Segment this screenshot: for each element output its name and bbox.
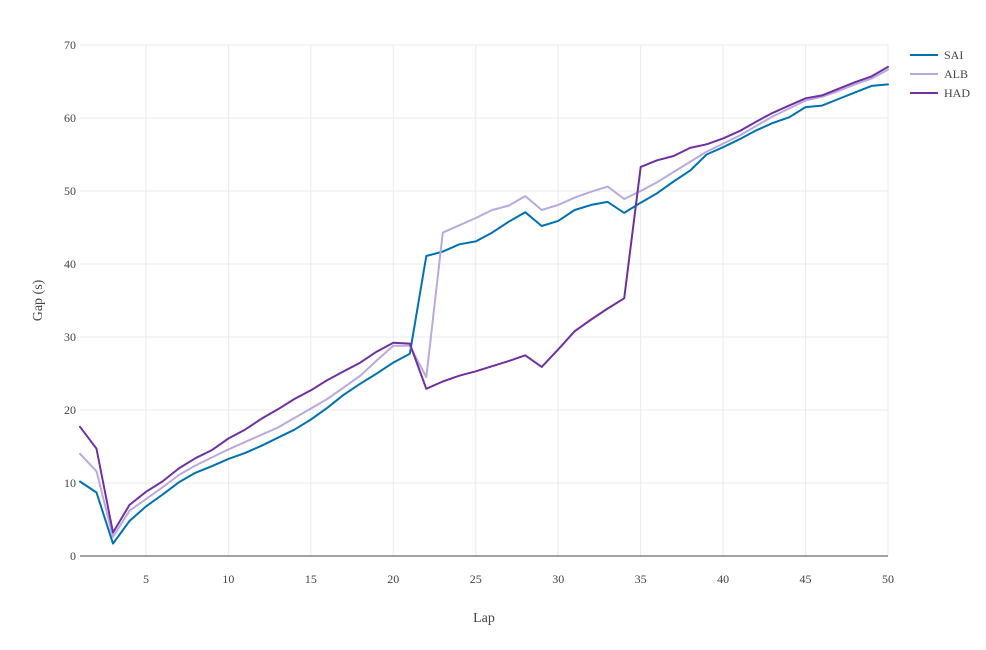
- x-tick-label: 30: [552, 572, 564, 586]
- y-tick-label: 20: [64, 403, 76, 417]
- x-tick-label: 45: [800, 572, 812, 586]
- y-tick-label: 10: [64, 476, 76, 490]
- y-tick-label: 60: [64, 111, 76, 125]
- series-line-sai: [79, 83, 889, 545]
- legend-label: ALB: [944, 67, 968, 81]
- x-tick-label: 35: [635, 572, 647, 586]
- legend-label: SAI: [944, 48, 963, 62]
- y-tick-label: 70: [64, 38, 76, 52]
- legend-item-alb[interactable]: ALB: [910, 67, 968, 81]
- series-group: [79, 65, 889, 545]
- x-axis-title: Lap: [473, 611, 495, 626]
- grid: [80, 44, 889, 556]
- x-tick-label: 40: [717, 572, 729, 586]
- x-tick-label: 5: [143, 572, 149, 586]
- y-tick-label: 40: [64, 257, 76, 271]
- legend[interactable]: SAI ALB HAD: [910, 48, 970, 100]
- x-tick-label: 50: [882, 572, 894, 586]
- x-tick-label: 15: [305, 572, 317, 586]
- legend-label: HAD: [944, 86, 970, 100]
- legend-item-had[interactable]: HAD: [910, 86, 970, 100]
- y-tick-label: 30: [64, 330, 76, 344]
- series-line-alb: [79, 68, 889, 538]
- x-tick-label: 20: [387, 572, 399, 586]
- x-axis-ticks: 5 10 15 20 25 30 35 40 45 50: [143, 572, 894, 586]
- y-tick-label: 0: [70, 549, 76, 563]
- legend-item-sai[interactable]: SAI: [910, 48, 963, 62]
- y-tick-label: 50: [64, 184, 76, 198]
- series-line-had: [79, 65, 889, 534]
- y-axis-ticks: 0 10 20 30 40 50 60 70: [64, 38, 76, 563]
- x-tick-label: 10: [222, 572, 234, 586]
- y-axis-title: Gap (s): [31, 279, 46, 321]
- x-tick-label: 25: [470, 572, 482, 586]
